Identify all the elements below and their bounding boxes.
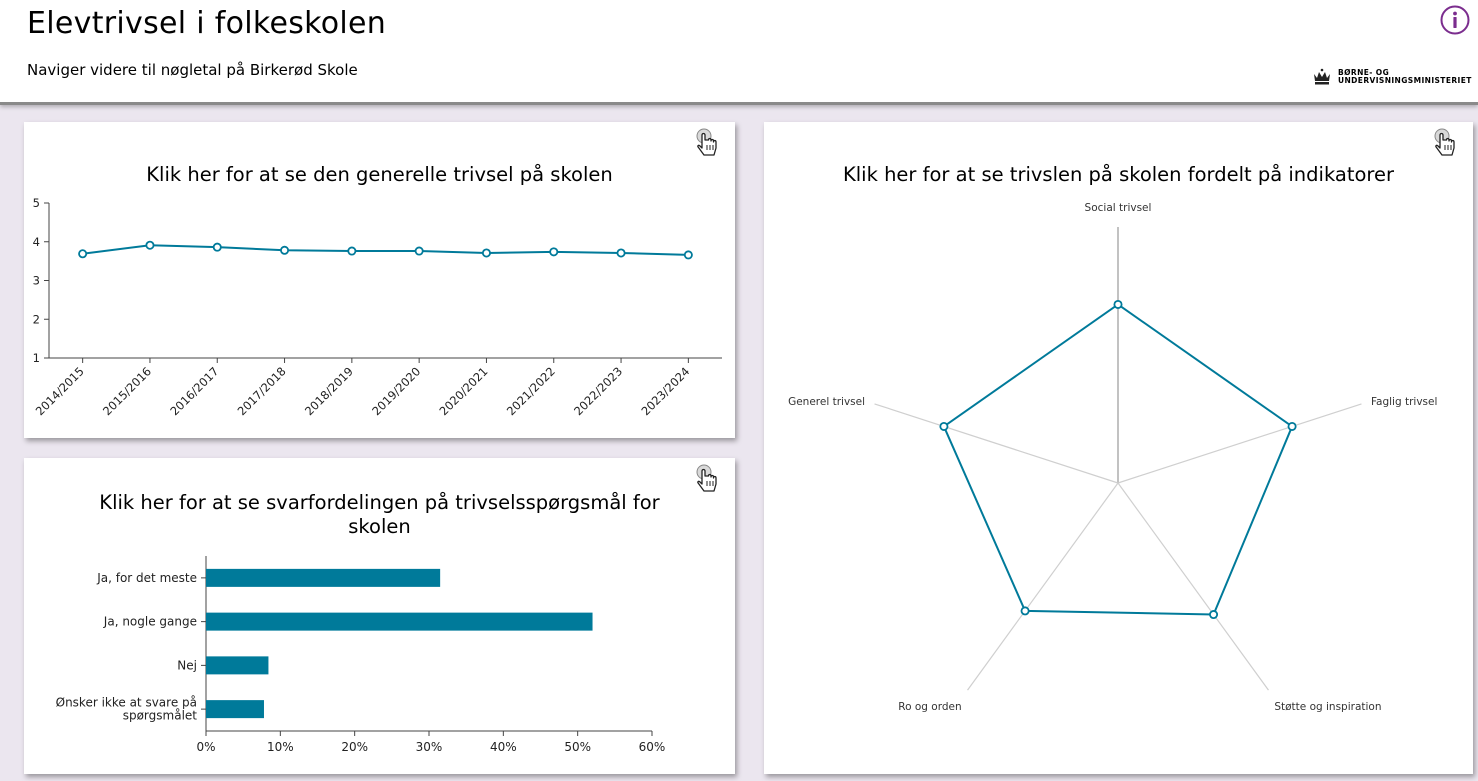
x-tick-label: 2018/2019	[302, 364, 356, 418]
y-tick-label: 2	[33, 312, 40, 326]
answer-distribution-card[interactable]: Klik her for at se svarfordelingen på tr…	[24, 458, 735, 774]
x-tick-label: 30%	[416, 740, 443, 754]
radar-data-point	[1020, 606, 1030, 616]
radar-axis-line	[967, 482, 1119, 691]
radar-axis-label: Social trivsel	[1085, 202, 1152, 214]
series-line	[82, 244, 689, 256]
x-tick-label: 50%	[564, 740, 591, 754]
data-point	[414, 246, 424, 256]
y-tick-label: 1	[33, 351, 40, 365]
bar	[206, 568, 441, 587]
x-tick-label: 40%	[490, 740, 517, 754]
radar-axis-label: Ro og orden	[898, 701, 961, 713]
data-point	[280, 245, 290, 255]
answers-chart-title: Klik her for at se svarfordelingen på tr…	[24, 491, 735, 539]
general-wellbeing-card[interactable]: Klik her for at se den generelle trivsel…	[24, 122, 735, 438]
bar-chart: 0% 10% 20% 30% 40% 50% 60% Ja, for det meste Ja,…	[56, 556, 666, 754]
radar-axis-label: Generel trivsel	[788, 396, 865, 408]
radar-data-point	[1113, 299, 1123, 309]
x-tick-label: 2015/2016	[100, 364, 154, 418]
page-subtitle: Naviger videre til nøgletal på Birkerød …	[27, 61, 358, 79]
data-point	[78, 249, 88, 259]
ministry-logo: BØRNE- OG UNDERVISNINGSMINISTERIET	[1312, 68, 1472, 86]
data-point	[212, 242, 222, 252]
x-tick-label: 2014/2015	[33, 364, 87, 418]
radar-axis-label: Faglig trivsel	[1371, 396, 1437, 408]
header: Elevtrivsel i folkeskolen Naviger videre…	[0, 0, 1478, 105]
logo-text-line2: UNDERVISNINGSMINISTERIET	[1338, 76, 1472, 85]
category-label: spørgsmålet	[123, 709, 198, 723]
general-chart-title: Klik her for at se den generelle trivsel…	[146, 163, 613, 186]
y-tick-label: 4	[33, 235, 40, 249]
data-point	[683, 250, 693, 260]
hand-pointer-icon[interactable]	[694, 464, 720, 494]
x-tick-label: 2016/2017	[167, 364, 221, 418]
indicators-chart-title: Klik her for at se trivslen på skolen fo…	[842, 163, 1395, 186]
y-tick-label: 3	[33, 274, 40, 288]
x-tick-label: 20%	[341, 740, 368, 754]
category-label: Nej	[177, 658, 197, 672]
bar	[206, 656, 269, 675]
radar-chart: Social trivsel Faglig trivsel Støtte og in…	[788, 202, 1437, 713]
indicators-card[interactable]: Klik her for at se trivslen på skolen fo…	[764, 122, 1473, 774]
line-chart: 1 2 3 4 5 2014/2015 2015/2016 2016/2017 2017/201…	[33, 196, 722, 418]
x-tick-label: 2017/2018	[235, 364, 289, 418]
radar-data-point	[1287, 421, 1297, 431]
category-label: Ja, nogle gange	[103, 615, 197, 629]
radar-axis-line	[1117, 403, 1362, 484]
radar-data-point	[939, 421, 949, 431]
data-point	[347, 246, 357, 256]
hand-pointer-icon[interactable]	[694, 128, 720, 158]
data-point	[549, 247, 559, 257]
data-point	[616, 248, 626, 258]
x-tick-label: 2020/2021	[437, 364, 491, 418]
crown-icon	[1314, 68, 1330, 85]
radar-axis-label: Støtte og inspiration	[1274, 701, 1381, 713]
category-label: Ja, for det meste	[96, 571, 197, 585]
logo-text-line1: BØRNE- OG	[1338, 68, 1390, 77]
bar	[206, 700, 264, 719]
data-point	[481, 248, 491, 258]
info-icon[interactable]	[1440, 5, 1470, 35]
answers-chart-title-line1: Klik her for at se svarfordelingen på tr…	[99, 491, 660, 514]
category-label: Ønsker ikke at svare på	[56, 696, 197, 710]
radar-series-polygon	[942, 303, 1294, 616]
x-tick-label: 60%	[639, 740, 666, 754]
x-tick-label: 2023/2024	[638, 364, 692, 418]
data-point	[145, 240, 155, 250]
radar-data-point	[1209, 610, 1219, 620]
y-tick-label: 5	[33, 196, 40, 210]
x-tick-label: 10%	[267, 740, 294, 754]
x-tick-label: 2021/2022	[504, 364, 558, 418]
page-title: Elevtrivsel i folkeskolen	[27, 6, 387, 41]
hand-pointer-icon[interactable]	[1432, 128, 1458, 158]
bar	[206, 612, 593, 631]
radar-axis-line	[1117, 482, 1269, 691]
x-tick-label: 0%	[196, 740, 215, 754]
answers-chart-title-line2: skolen	[348, 515, 411, 538]
x-tick-label: 2019/2020	[369, 364, 423, 418]
x-tick-label: 2022/2023	[571, 364, 625, 418]
radar-axis-line	[874, 403, 1119, 484]
